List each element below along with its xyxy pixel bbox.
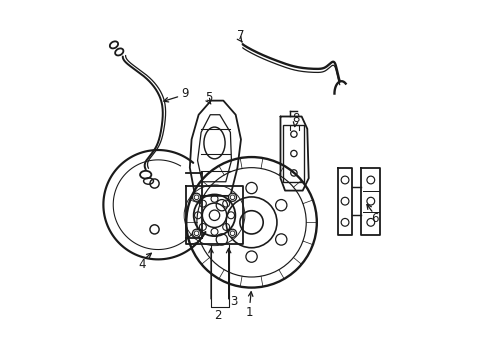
Circle shape [228,229,236,237]
Circle shape [275,199,286,211]
Circle shape [245,183,257,194]
Text: 8: 8 [291,112,299,125]
Text: 9: 9 [181,87,188,100]
Circle shape [192,229,200,237]
Circle shape [216,234,227,245]
Circle shape [228,193,236,201]
Circle shape [275,234,286,245]
Text: 6: 6 [370,212,378,225]
Circle shape [216,199,227,211]
Circle shape [209,210,219,220]
Text: 2: 2 [214,309,222,322]
Text: 4: 4 [138,258,145,271]
Circle shape [240,211,263,234]
Circle shape [192,193,200,201]
Text: 1: 1 [245,306,253,319]
Text: 3: 3 [230,295,237,308]
Bar [283,125,304,182]
Text: 7: 7 [236,29,244,42]
Circle shape [245,251,257,262]
Text: 5: 5 [205,91,212,104]
